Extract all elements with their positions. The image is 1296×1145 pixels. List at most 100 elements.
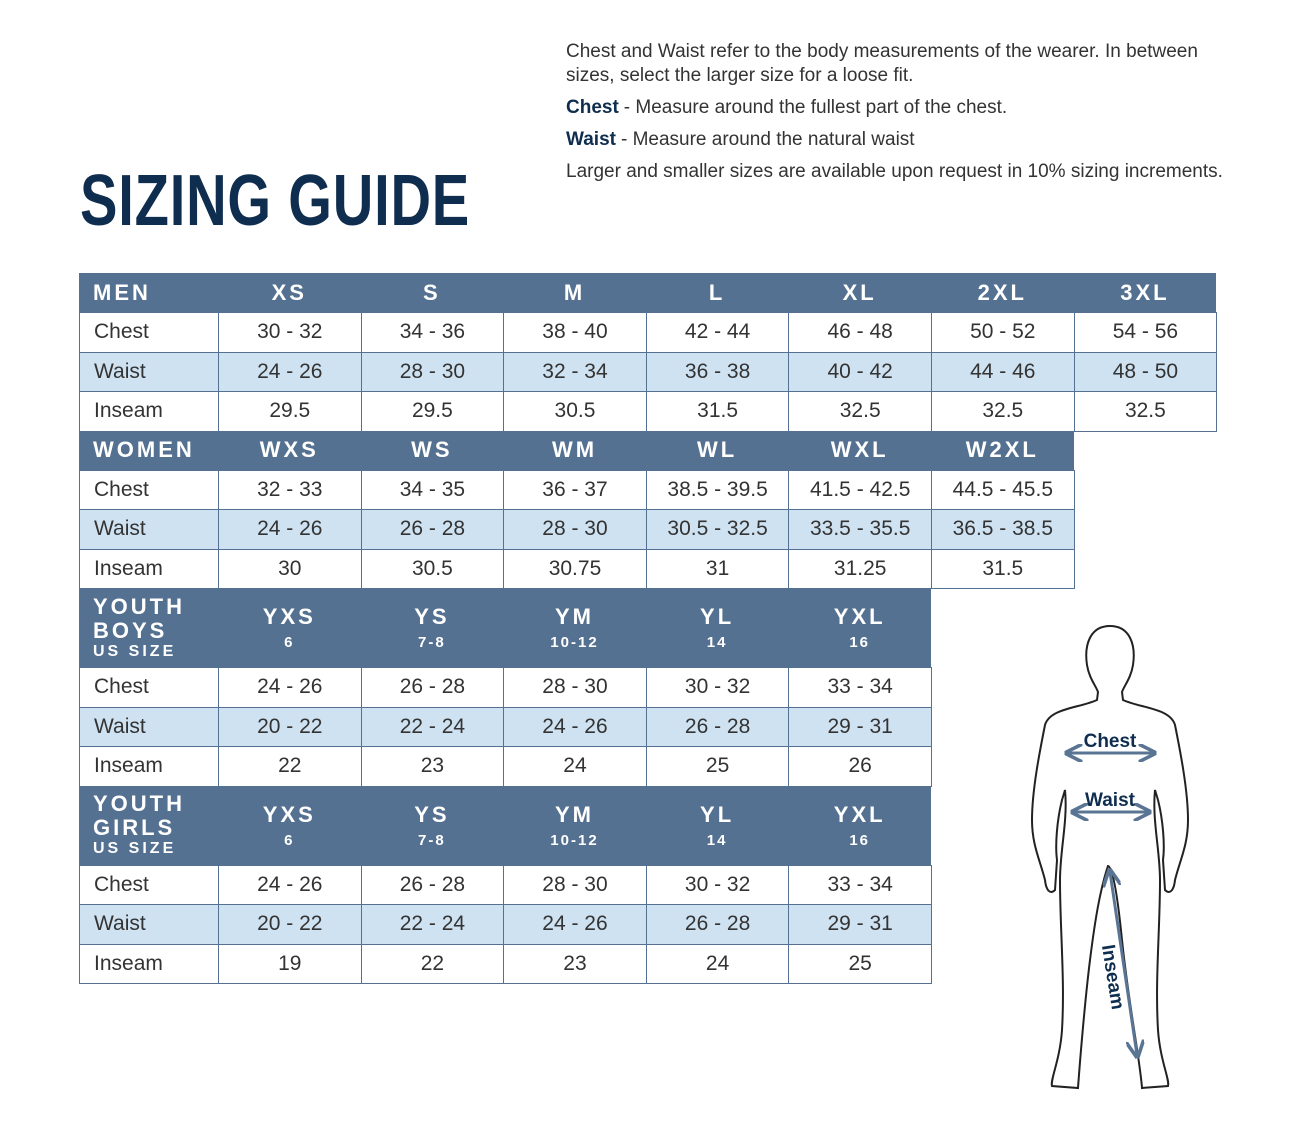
- size-value: 30 - 32: [645, 864, 790, 905]
- size-name: 2XL: [977, 279, 1027, 305]
- size-name: YL: [700, 801, 735, 827]
- size-header: WXS: [218, 431, 361, 470]
- size-value: 26 - 28: [360, 864, 505, 905]
- size-name: YS: [414, 604, 450, 629]
- size-name: YM: [554, 801, 594, 827]
- section-label: YOUTH GIRLS US SIZE: [79, 786, 259, 865]
- size-name: YXL: [833, 801, 886, 827]
- size-header: XL: [788, 273, 931, 312]
- intro-paragraph: Chest - Measure around the fullest part o…: [566, 96, 1236, 120]
- size-value: 26 - 28: [645, 904, 790, 945]
- inseam-arrow: [1110, 872, 1137, 1055]
- size-name: YS: [414, 801, 450, 827]
- size-header: 2XL: [931, 273, 1074, 312]
- intro-paragraph: Larger and smaller sizes are available u…: [566, 160, 1236, 184]
- us-size: 14: [706, 634, 728, 651]
- section-header-bg: [79, 273, 1217, 312]
- us-size: 6: [284, 831, 295, 849]
- size-value: 29 - 31: [788, 904, 932, 945]
- size-name: WS: [411, 437, 453, 462]
- size-header: WM: [503, 431, 646, 470]
- us-size: 16: [849, 831, 871, 849]
- size-value: 24 - 26: [218, 351, 362, 392]
- size-value: 50 - 52: [931, 312, 1075, 353]
- size-value: 54 - 56: [1073, 312, 1218, 353]
- size-header: 3XL: [1074, 273, 1217, 312]
- size-value: 26 - 28: [360, 509, 505, 550]
- size-value: 44 - 46: [931, 351, 1075, 392]
- intro-text: Larger and smaller sizes are available u…: [566, 161, 1223, 182]
- size-value: 31.25: [788, 548, 932, 589]
- size-header: YL 14: [646, 588, 789, 667]
- us-size: 7-8: [418, 831, 446, 849]
- intro-paragraph: Waist - Measure around the natural waist: [566, 128, 1236, 152]
- size-value: 30 - 32: [645, 667, 790, 708]
- size-value: 38.5 - 39.5: [645, 469, 790, 510]
- intro-term: Chest: [566, 97, 619, 118]
- size-name: 3XL: [1120, 279, 1170, 305]
- size-value: 24 - 26: [218, 864, 362, 905]
- size-value: 32.5: [931, 391, 1075, 432]
- size-value: 24 - 26: [503, 706, 647, 747]
- size-header: S: [361, 273, 504, 312]
- intro-text: - Measure around the fullest part of the…: [623, 97, 1008, 118]
- size-header: W2XL: [931, 431, 1074, 470]
- section-label-text: YOUTH GIRLS: [93, 791, 185, 840]
- chest-label: Chest: [1084, 731, 1137, 752]
- size-value: 30.5 - 32.5: [645, 509, 790, 550]
- size-header: L: [646, 273, 789, 312]
- size-value: 41.5 - 42.5: [788, 469, 932, 510]
- section-label: YOUTH BOYS US SIZE: [79, 588, 259, 667]
- row-label: Chest: [79, 667, 219, 708]
- intro: Chest and Waist refer to the body measur…: [566, 40, 1236, 192]
- size-value: 29 - 31: [788, 706, 932, 747]
- size-value: 33 - 34: [788, 864, 932, 905]
- section-header-bg: [79, 785, 931, 865]
- size-value: 19: [218, 943, 362, 984]
- body-outline: [1030, 624, 1190, 1090]
- size-value: 44.5 - 45.5: [931, 469, 1075, 510]
- size-value: 20 - 22: [218, 904, 362, 945]
- size-name: W2XL: [965, 437, 1039, 462]
- size-value: 26 - 28: [360, 667, 505, 708]
- section-label-text: MEN: [93, 279, 151, 305]
- size-header: YXL 16: [788, 786, 931, 865]
- size-header: M: [503, 273, 646, 312]
- size-value: 20 - 22: [218, 706, 362, 747]
- section-sublabel: US SIZE: [93, 642, 177, 660]
- size-header: YL 14: [646, 786, 789, 865]
- size-header: YXL 16: [788, 588, 931, 667]
- section-sublabel: US SIZE: [93, 840, 177, 857]
- size-value: 28 - 30: [503, 509, 647, 550]
- size-name: S: [423, 279, 441, 305]
- row-label: Waist: [79, 351, 219, 392]
- section-label: WOMEN: [79, 430, 219, 470]
- size-value: 25: [788, 943, 932, 984]
- size-name: WXL: [830, 437, 889, 462]
- size-value: 32 - 33: [218, 469, 362, 510]
- size-value: 32 - 34: [503, 351, 647, 392]
- size-name: WXS: [259, 437, 319, 462]
- size-value: 38 - 40: [503, 312, 647, 353]
- us-size: 10-12: [550, 634, 599, 651]
- intro-text: - Measure around the natural waist: [620, 129, 915, 150]
- size-name: YXL: [833, 604, 886, 629]
- size-name: WL: [696, 437, 738, 462]
- size-name: XL: [842, 279, 877, 305]
- size-header: YS 7-8: [361, 588, 504, 667]
- size-value: 22: [360, 943, 505, 984]
- size-value: 36 - 37: [503, 469, 647, 510]
- us-size: 10-12: [550, 831, 599, 849]
- size-name: M: [563, 279, 586, 305]
- size-value: 24 - 26: [218, 667, 362, 708]
- size-value: 22 - 24: [360, 706, 505, 747]
- size-name: XS: [271, 279, 307, 305]
- size-value: 22 - 24: [360, 904, 505, 945]
- section-label-text: WOMEN: [93, 437, 195, 462]
- size-name: YXS: [262, 801, 316, 827]
- section-label-text: YOUTH BOYS: [93, 593, 185, 643]
- size-value: 36 - 38: [645, 351, 790, 392]
- size-header: YM 10-12: [503, 786, 646, 865]
